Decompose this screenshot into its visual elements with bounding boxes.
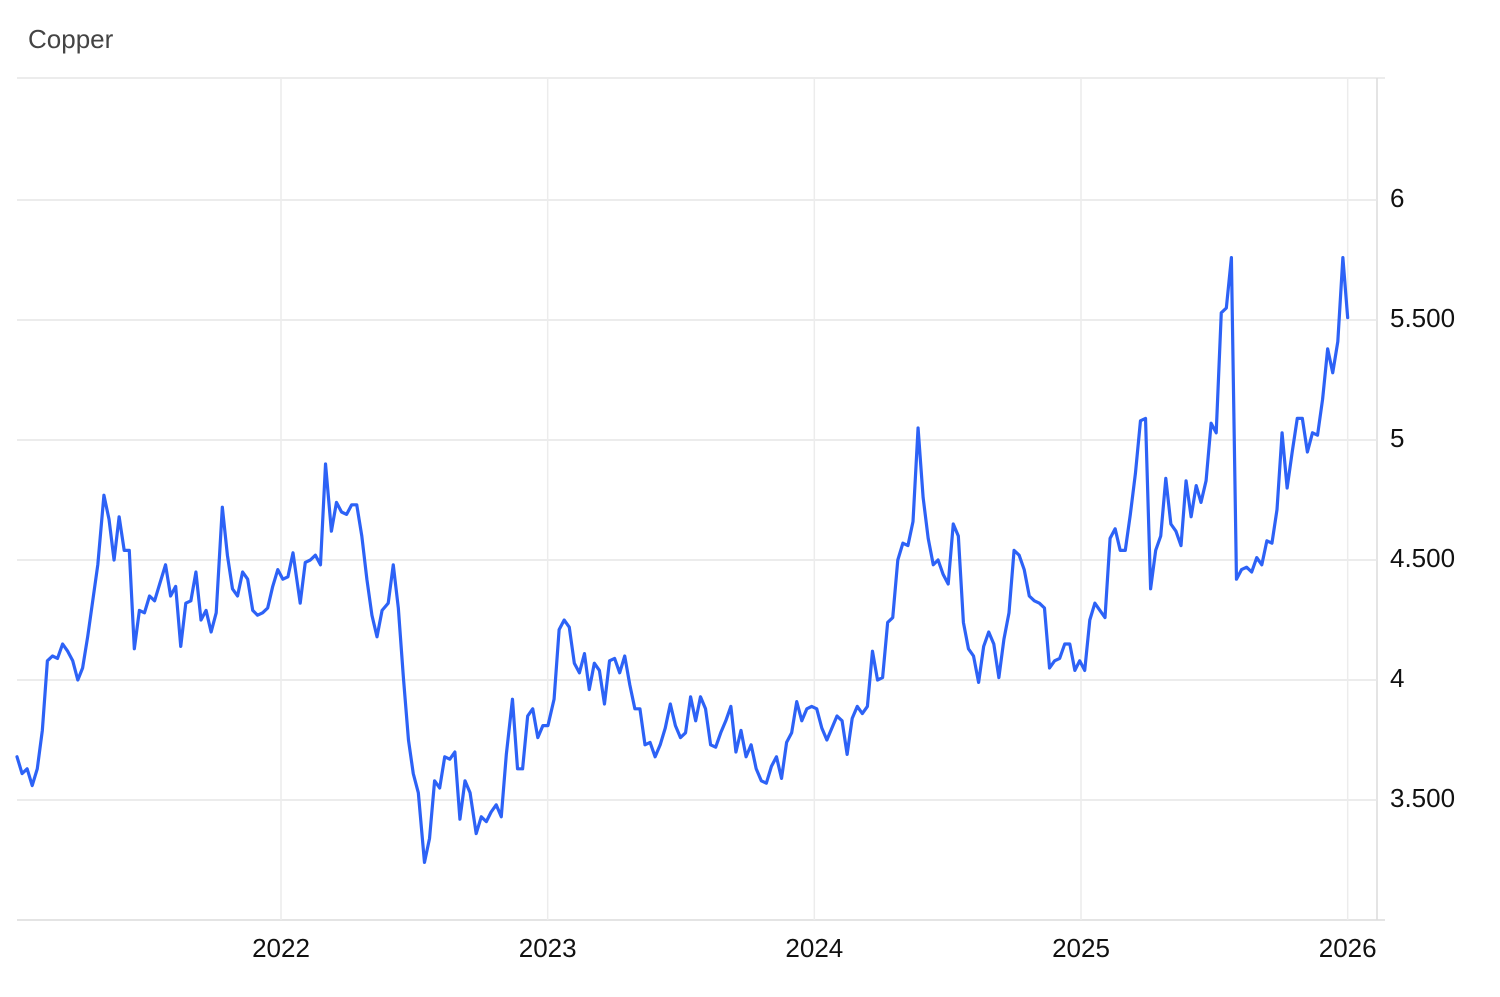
y-tick-label: 5.500: [1390, 303, 1455, 333]
y-tick-label: 4.500: [1390, 543, 1455, 573]
y-tick-label: 3.500: [1390, 783, 1455, 813]
y-tick-label: 4: [1390, 663, 1404, 693]
x-tick-label: 2022: [252, 933, 310, 963]
chart-title: Copper: [28, 24, 114, 54]
x-tick-label: 2025: [1052, 933, 1110, 963]
x-tick-label: 2024: [785, 933, 843, 963]
y-tick-label: 5: [1390, 423, 1404, 453]
y-tick-label: 6: [1390, 183, 1404, 213]
x-tick-label: 2023: [519, 933, 577, 963]
x-tick-label: 2026: [1319, 933, 1377, 963]
price-line: [15, 256, 1350, 864]
